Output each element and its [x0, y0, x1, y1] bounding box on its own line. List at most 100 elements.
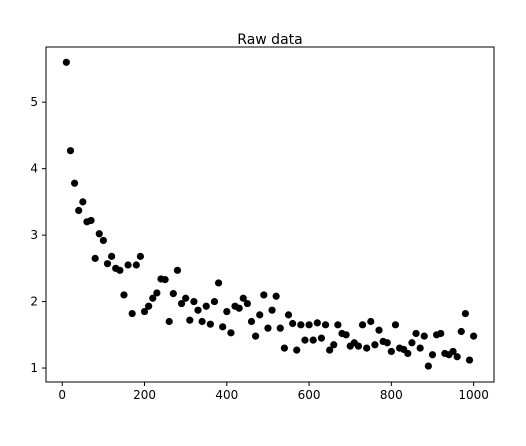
point: [70, 179, 79, 187]
y-tick-label: 3: [30, 228, 38, 242]
point: [239, 294, 247, 302]
point: [120, 291, 128, 299]
point: [227, 329, 235, 337]
point: [66, 147, 75, 155]
point: [334, 321, 342, 329]
point: [449, 347, 457, 356]
point: [128, 309, 136, 318]
point: [169, 289, 177, 298]
point: [268, 306, 276, 314]
point: [437, 329, 445, 338]
point: [214, 279, 223, 287]
point: [297, 321, 305, 329]
point: [371, 341, 379, 349]
point: [124, 261, 132, 269]
x-tick-label: 1000: [458, 388, 489, 402]
point: [173, 266, 182, 274]
point: [420, 332, 428, 340]
point: [243, 299, 251, 308]
point: [210, 297, 219, 306]
point: [182, 294, 190, 302]
point: [140, 307, 149, 316]
point: [252, 332, 260, 340]
point: [75, 206, 83, 215]
point: [186, 316, 194, 324]
point: [108, 252, 116, 260]
point: [247, 317, 256, 326]
point: [91, 254, 99, 262]
point: [383, 339, 391, 347]
point: [87, 216, 95, 225]
point: [235, 304, 243, 312]
point: [165, 317, 173, 326]
point: [453, 353, 461, 361]
x-tick-label: 400: [215, 388, 238, 402]
point: [219, 323, 227, 331]
y-tick-label: 4: [30, 162, 38, 176]
x-tick-label: 0: [58, 388, 66, 402]
point: [317, 334, 326, 342]
point: [99, 236, 107, 245]
point: [424, 362, 432, 370]
point: [309, 336, 317, 344]
point: [387, 347, 395, 356]
point: [305, 321, 313, 329]
point: [272, 292, 280, 300]
point: [194, 306, 202, 314]
point: [367, 317, 375, 326]
point: [276, 324, 284, 332]
point: [223, 307, 231, 316]
point: [62, 58, 70, 66]
point: [149, 294, 157, 302]
point: [289, 319, 297, 328]
point: [457, 327, 465, 336]
point: [354, 342, 363, 350]
point: [79, 198, 87, 206]
y-tick-label: 5: [30, 95, 38, 109]
point: [404, 349, 412, 358]
point: [280, 344, 288, 352]
point: [256, 311, 264, 319]
point: [260, 291, 268, 299]
point: [264, 324, 272, 332]
point: [428, 351, 437, 359]
point: [321, 321, 330, 329]
point: [301, 336, 309, 344]
point: [326, 346, 334, 354]
point: [132, 261, 140, 269]
x-tick-label: 600: [298, 388, 321, 402]
point: [116, 266, 124, 274]
x-tick-label: 800: [380, 388, 403, 402]
plot-frame: [45, 46, 495, 383]
point: [198, 317, 206, 326]
point: [293, 346, 301, 354]
point: [408, 339, 416, 347]
point: [358, 321, 367, 329]
point: [342, 331, 350, 339]
point: [284, 311, 293, 319]
point: [103, 260, 112, 268]
point: [95, 230, 103, 238]
point: [416, 344, 424, 352]
point: [363, 344, 371, 352]
point: [206, 320, 214, 328]
y-tick-label: 1: [30, 361, 38, 375]
point: [412, 329, 420, 338]
point: [145, 302, 153, 310]
x-tick-label: 200: [133, 388, 156, 402]
point: [375, 326, 383, 334]
point: [190, 297, 198, 306]
point: [470, 332, 478, 340]
chart-title: Raw data: [237, 32, 302, 48]
point: [202, 302, 210, 310]
point: [461, 309, 470, 318]
point: [313, 319, 321, 327]
point: [465, 356, 474, 364]
point: [330, 341, 338, 349]
point: [136, 252, 145, 260]
point: [153, 289, 161, 297]
point: [177, 299, 186, 308]
point: [161, 276, 169, 284]
y-tick-label: 2: [30, 295, 38, 309]
